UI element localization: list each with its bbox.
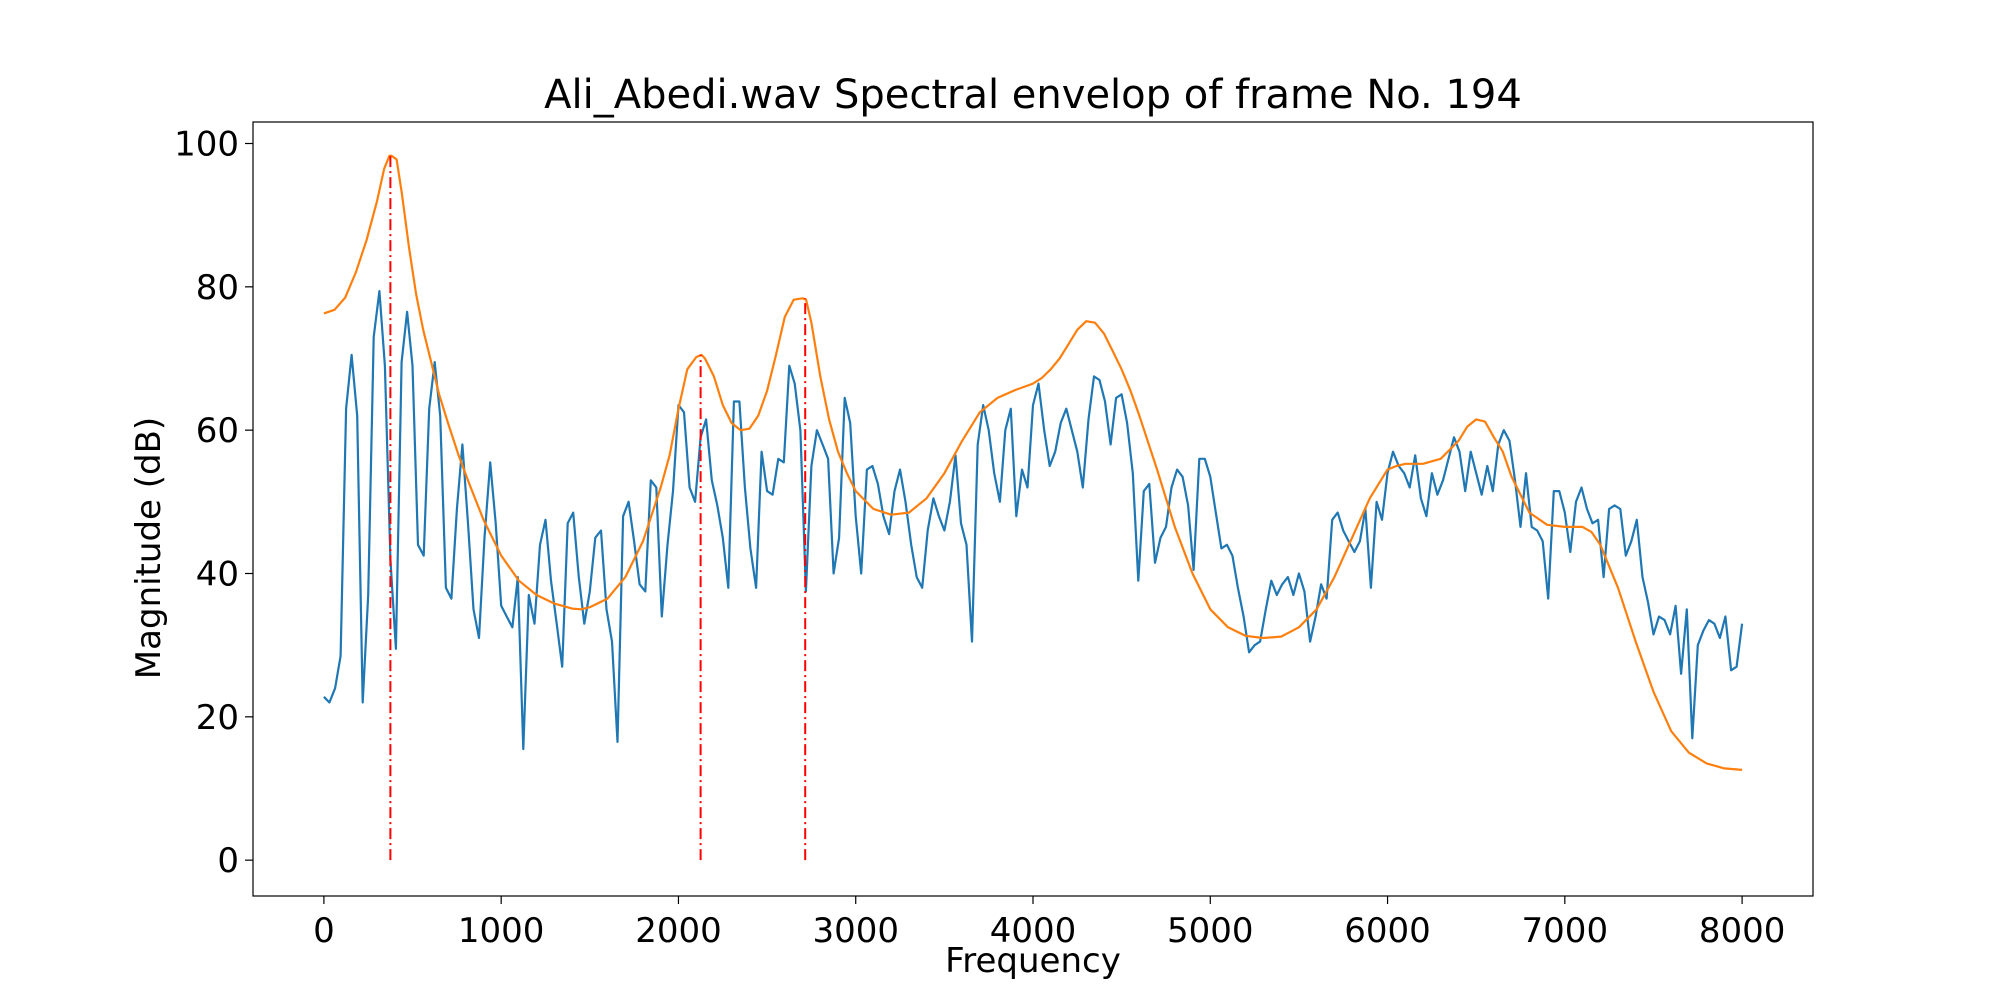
x-tick-label: 7000 bbox=[1522, 911, 1609, 951]
x-tick-label: 2000 bbox=[635, 911, 722, 951]
y-tick-label: 60 bbox=[196, 411, 239, 451]
axis-ticks: 0 1000 2000 3000 4000 5000 6000 7000 8000 0 20 40 60… bbox=[174, 121, 1814, 951]
x-tick-label: 4000 bbox=[990, 911, 1077, 951]
envelope-series-line bbox=[323, 154, 1743, 771]
plot-area bbox=[323, 154, 1744, 861]
y-tick-label: 100 bbox=[174, 125, 239, 165]
y-tick-label: 80 bbox=[196, 268, 239, 308]
x-tick-label: 3000 bbox=[812, 911, 899, 951]
x-tick-label: 8000 bbox=[1699, 911, 1786, 951]
spectrum-series-line bbox=[323, 290, 1744, 751]
x-axis-label: Frequency bbox=[945, 941, 1121, 981]
x-tick-label: 1000 bbox=[458, 911, 545, 951]
y-tick-label: 40 bbox=[196, 555, 239, 595]
x-tick-label: 6000 bbox=[1344, 911, 1431, 951]
x-tick-label: 5000 bbox=[1167, 911, 1254, 951]
chart-title: Ali_Abedi.wav Spectral envelop of frame … bbox=[544, 72, 1522, 118]
x-tick-label: 0 bbox=[313, 911, 335, 951]
y-tick-label: 0 bbox=[217, 841, 239, 881]
y-tick-label: 20 bbox=[196, 698, 239, 738]
y-axis-label: Magnitude (dB) bbox=[129, 417, 169, 679]
